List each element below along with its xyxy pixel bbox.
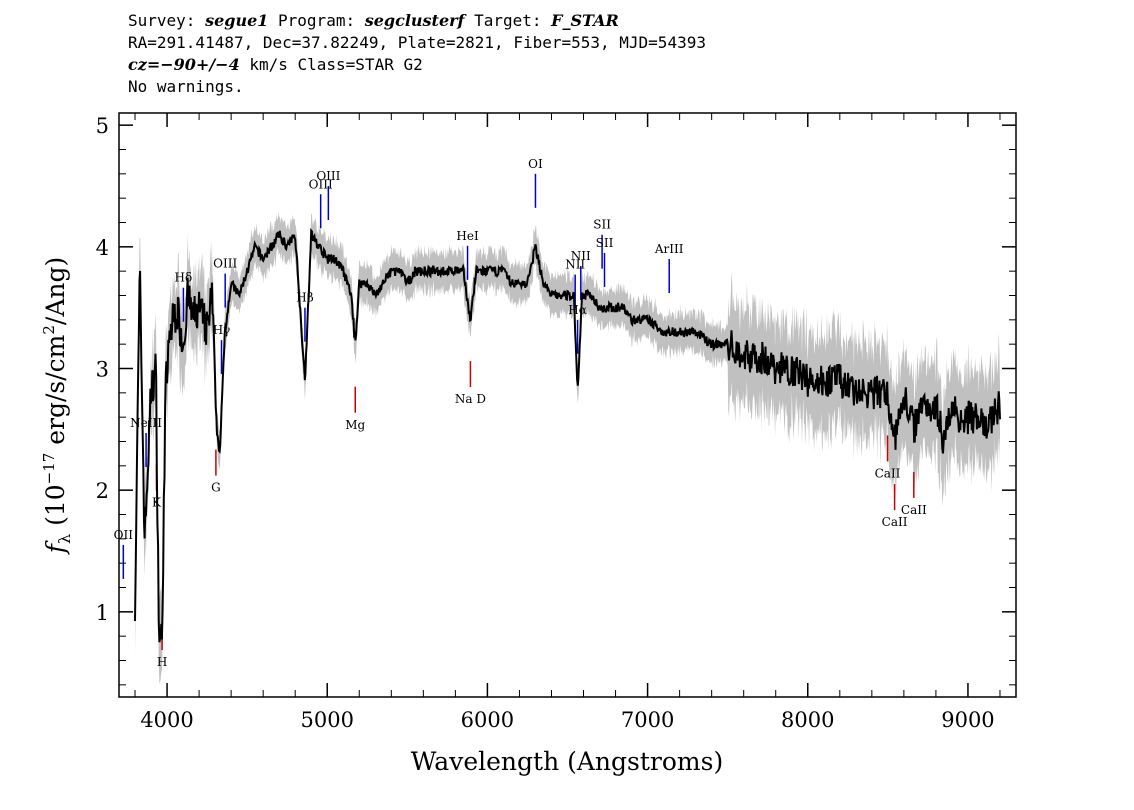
y-tick-label: 1 (96, 601, 109, 625)
flux-series (134, 228, 1001, 643)
target-prefix: Target: (464, 11, 552, 30)
absorption-line-label: CaII (882, 515, 908, 529)
y-axis-title: fλ (10−17 erg/s/cm2/Ang) (40, 257, 74, 556)
x-tick-label: 9000 (941, 708, 994, 732)
emission-line-label: Hδ (175, 271, 193, 285)
axis-ticks: 4000 5000 6000 7000 8000 9000 1 2 3 4 5 (96, 113, 1016, 732)
target-value: F_STAR (551, 11, 619, 30)
noise-band-area (135, 212, 1000, 684)
survey-prefix: Survey: (128, 11, 206, 30)
absorption-line-label: Na D (455, 392, 486, 406)
emission-line-label: OI (528, 157, 543, 171)
plot-frame (118, 112, 1017, 698)
x-axis-title: Wavelength (Angstroms) (411, 747, 723, 776)
absorption-line-label: G (211, 481, 221, 495)
header-line-coordinates: RA=291.41487, Dec=37.82249, Plate=2821, … (128, 33, 706, 52)
noise-band (135, 212, 1000, 684)
header-line-redshift: cz=−90+/−4 km/s Class=STAR G2 (128, 54, 706, 76)
emission-line-label: HeI (456, 229, 479, 243)
absorption-line-label: H (157, 655, 167, 669)
survey-value: segue1 (205, 11, 269, 30)
emission-line-label: OII (114, 528, 134, 542)
x-tick-label: 4000 (140, 708, 193, 732)
emission-line-label: OIII (316, 169, 340, 183)
y-tick-label: 2 (96, 479, 109, 503)
class-value: km/s Class=STAR G2 (239, 55, 423, 74)
flux-line (134, 228, 1001, 643)
header-line-survey: Survey: segue1 Program: segclusterf Targ… (128, 10, 706, 32)
x-tick-label: 8000 (781, 708, 834, 732)
y-tick-label: 5 (96, 114, 109, 138)
emission-line-label: Hγ (213, 323, 231, 337)
emission-line-label: Hα (568, 303, 587, 317)
cz-value: cz=−90+/−4 (128, 55, 240, 74)
emission-line-label: SII (596, 236, 614, 250)
emission-line-label: NII (571, 249, 591, 263)
program-value: segclusterf (364, 11, 465, 30)
y-tick-label: 4 (96, 236, 109, 260)
program-prefix: Program: (268, 11, 365, 30)
x-tick-label: 5000 (301, 708, 354, 732)
x-tick-label: 6000 (461, 708, 514, 732)
emission-line-label: ArIII (654, 242, 684, 256)
header-line-warnings: No warnings. (128, 77, 244, 96)
absorption-line-label: Mg (345, 418, 365, 432)
emission-line-label: OIII (213, 257, 237, 271)
absorption-line-label: CaII (875, 466, 901, 480)
emission-line-label: SII (593, 218, 611, 232)
x-tick-label: 7000 (621, 708, 674, 732)
absorption-line-label: CaII (901, 503, 927, 517)
spectrum-header: Survey: segue1 Program: segclusterf Targ… (128, 10, 706, 98)
emission-line-label: OIII (309, 177, 333, 191)
y-tick-label: 3 (96, 358, 109, 382)
